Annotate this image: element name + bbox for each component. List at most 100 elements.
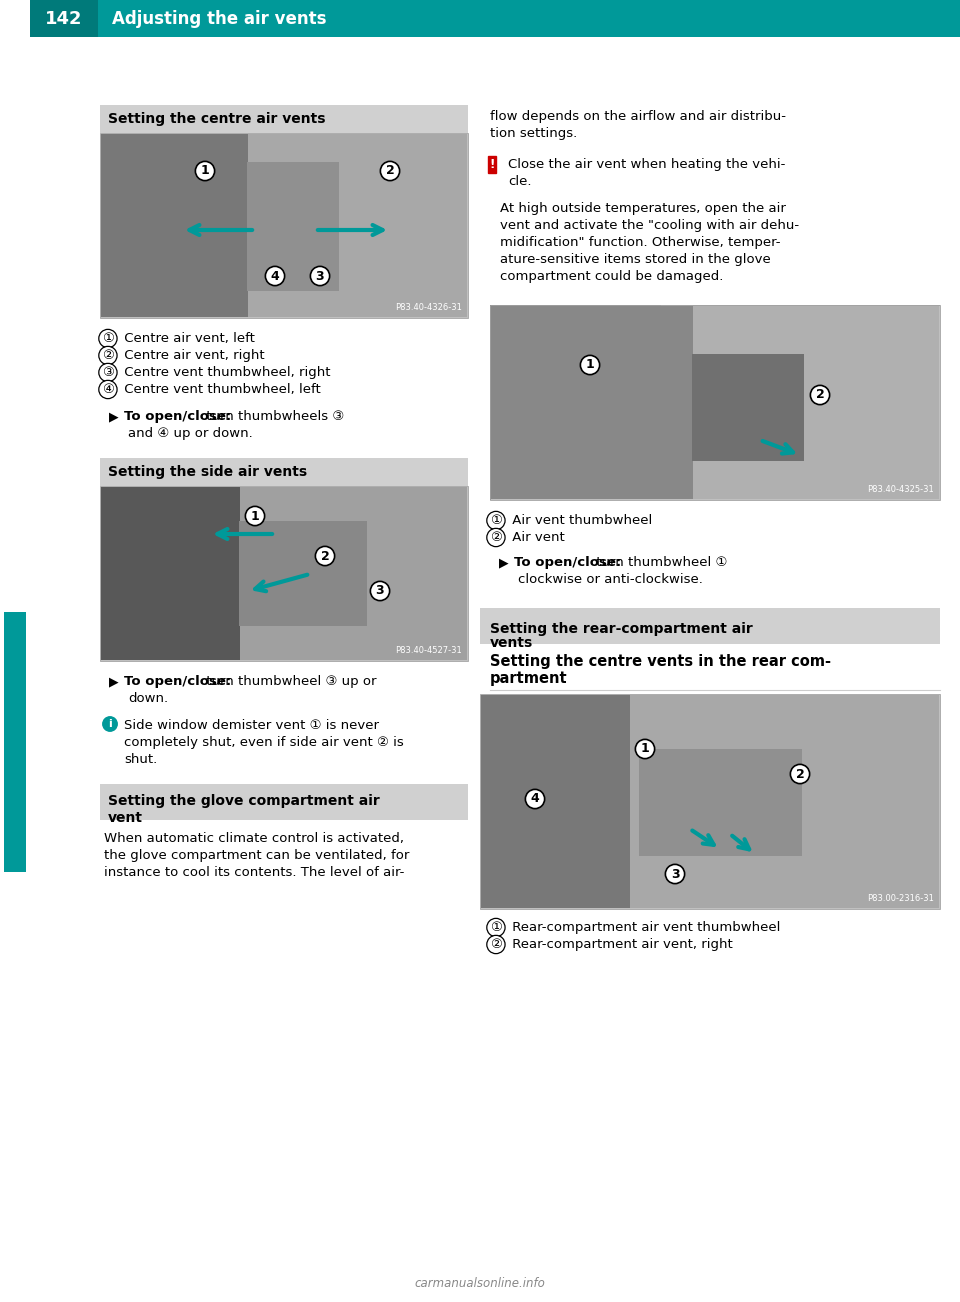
Text: midification" function. Otherwise, temper-: midification" function. Otherwise, tempe… (500, 236, 780, 249)
Text: clockwise or anti-clockwise.: clockwise or anti-clockwise. (518, 573, 703, 586)
Bar (491, 306, 939, 499)
Text: Setting the glove compartment air: Setting the glove compartment air (108, 794, 380, 809)
Bar (100, 105, 468, 133)
Bar (491, 306, 693, 499)
Text: tion settings.: tion settings. (490, 128, 577, 141)
Text: ②: ② (490, 937, 502, 950)
Text: To open/close:: To open/close: (124, 410, 231, 423)
Text: i: i (108, 719, 112, 729)
Text: 2: 2 (321, 549, 329, 562)
Text: shut.: shut. (124, 753, 157, 766)
Bar (101, 487, 467, 660)
Bar (0, 36, 28, 1302)
Text: 4: 4 (531, 793, 540, 806)
Bar (481, 695, 939, 907)
Bar (490, 305, 940, 500)
Text: Close the air vent when heating the vehi-: Close the air vent when heating the vehi… (508, 158, 785, 171)
Text: 2: 2 (796, 767, 804, 780)
Text: instance to cool its contents. The level of air-: instance to cool its contents. The level… (104, 866, 404, 879)
Bar (100, 133, 468, 318)
Bar (639, 749, 802, 855)
Text: ①: ① (490, 921, 502, 934)
Text: To open/close:: To open/close: (514, 556, 621, 569)
Text: 4: 4 (271, 270, 279, 283)
Text: !: ! (490, 158, 494, 171)
Text: vent and activate the "cooling with air dehu-: vent and activate the "cooling with air … (500, 219, 799, 232)
Text: Rear-compartment air vent, right: Rear-compartment air vent, right (508, 937, 732, 950)
Text: 3: 3 (316, 270, 324, 283)
Bar (481, 695, 630, 907)
Text: Climate control: Climate control (8, 682, 22, 802)
Text: Adjusting the air vents: Adjusting the air vents (112, 9, 326, 27)
Bar (480, 608, 940, 644)
Bar (692, 354, 804, 461)
Bar (4, 612, 26, 872)
Bar (100, 458, 468, 486)
Bar (490, 305, 661, 500)
Text: P83.40-4326-31: P83.40-4326-31 (396, 303, 462, 312)
Text: turn thumbwheel ①: turn thumbwheel ① (592, 556, 728, 569)
Bar (98, 0, 100, 36)
Bar (247, 161, 339, 292)
Bar (30, 0, 960, 36)
Bar (30, 0, 98, 36)
Text: compartment could be damaged.: compartment could be damaged. (500, 270, 724, 283)
Text: Setting the side air vents: Setting the side air vents (108, 465, 307, 479)
Text: ①: ① (490, 514, 502, 527)
Text: 1: 1 (586, 358, 594, 371)
Text: Centre air vent, right: Centre air vent, right (120, 349, 265, 362)
Text: ④: ④ (102, 383, 114, 396)
Text: 142: 142 (45, 9, 83, 27)
Text: 1: 1 (251, 509, 259, 522)
Bar (101, 134, 467, 316)
Text: and ④ up or down.: and ④ up or down. (128, 427, 252, 440)
Text: 1: 1 (201, 164, 209, 177)
Bar (100, 784, 468, 820)
Text: Centre vent thumbwheel, left: Centre vent thumbwheel, left (120, 383, 321, 396)
Text: Centre vent thumbwheel, right: Centre vent thumbwheel, right (120, 366, 330, 379)
Text: Setting the centre vents in the rear com-: Setting the centre vents in the rear com… (490, 654, 831, 669)
Text: ③: ③ (102, 366, 114, 379)
Text: Setting the centre air vents: Setting the centre air vents (108, 112, 325, 126)
Text: ▶: ▶ (499, 556, 509, 569)
Text: ②: ② (490, 531, 502, 544)
Text: Side window demister vent ① is never: Side window demister vent ① is never (124, 719, 379, 732)
Text: down.: down. (128, 691, 168, 704)
Text: ①: ① (102, 332, 114, 345)
Text: Air vent thumbwheel: Air vent thumbwheel (508, 514, 652, 527)
Text: 1: 1 (640, 742, 649, 755)
Text: ②: ② (102, 349, 114, 362)
Text: vent: vent (108, 811, 143, 825)
Text: 3: 3 (671, 867, 680, 880)
Bar (239, 521, 367, 626)
Text: vents: vents (490, 635, 533, 650)
Text: completely shut, even if side air vent ② is: completely shut, even if side air vent ②… (124, 736, 404, 749)
Text: 3: 3 (375, 585, 384, 598)
Bar (100, 486, 468, 661)
Text: 2: 2 (386, 164, 395, 177)
Bar (480, 694, 940, 909)
Text: ▶: ▶ (109, 410, 119, 423)
Text: partment: partment (490, 671, 567, 686)
Text: To open/close:: To open/close: (124, 674, 231, 687)
Text: P83.40-4325-31: P83.40-4325-31 (867, 486, 934, 493)
Bar (661, 363, 796, 441)
Text: turn thumbwheels ③: turn thumbwheels ③ (203, 410, 345, 423)
Text: P83.00-2316-31: P83.00-2316-31 (867, 894, 934, 904)
Text: carmanualsonline.info: carmanualsonline.info (415, 1277, 545, 1290)
Text: Air vent: Air vent (508, 531, 564, 544)
Text: Centre air vent, left: Centre air vent, left (120, 332, 254, 345)
Bar (490, 305, 940, 500)
Text: Rear-compartment air vent thumbwheel: Rear-compartment air vent thumbwheel (508, 921, 780, 934)
Text: the glove compartment can be ventilated, for: the glove compartment can be ventilated,… (104, 849, 409, 862)
Bar (101, 134, 248, 316)
Text: 2: 2 (816, 388, 825, 401)
Bar (101, 487, 240, 660)
Text: turn thumbwheel ③ up or: turn thumbwheel ③ up or (203, 674, 377, 687)
Text: At high outside temperatures, open the air: At high outside temperatures, open the a… (500, 202, 786, 215)
Text: ▶: ▶ (109, 674, 119, 687)
Text: Setting the rear-compartment air: Setting the rear-compartment air (490, 622, 753, 635)
Text: flow depends on the airflow and air distribu-: flow depends on the airflow and air dist… (490, 109, 786, 122)
Text: P83.40-4527-31: P83.40-4527-31 (396, 646, 462, 655)
Text: cle.: cle. (508, 174, 532, 187)
